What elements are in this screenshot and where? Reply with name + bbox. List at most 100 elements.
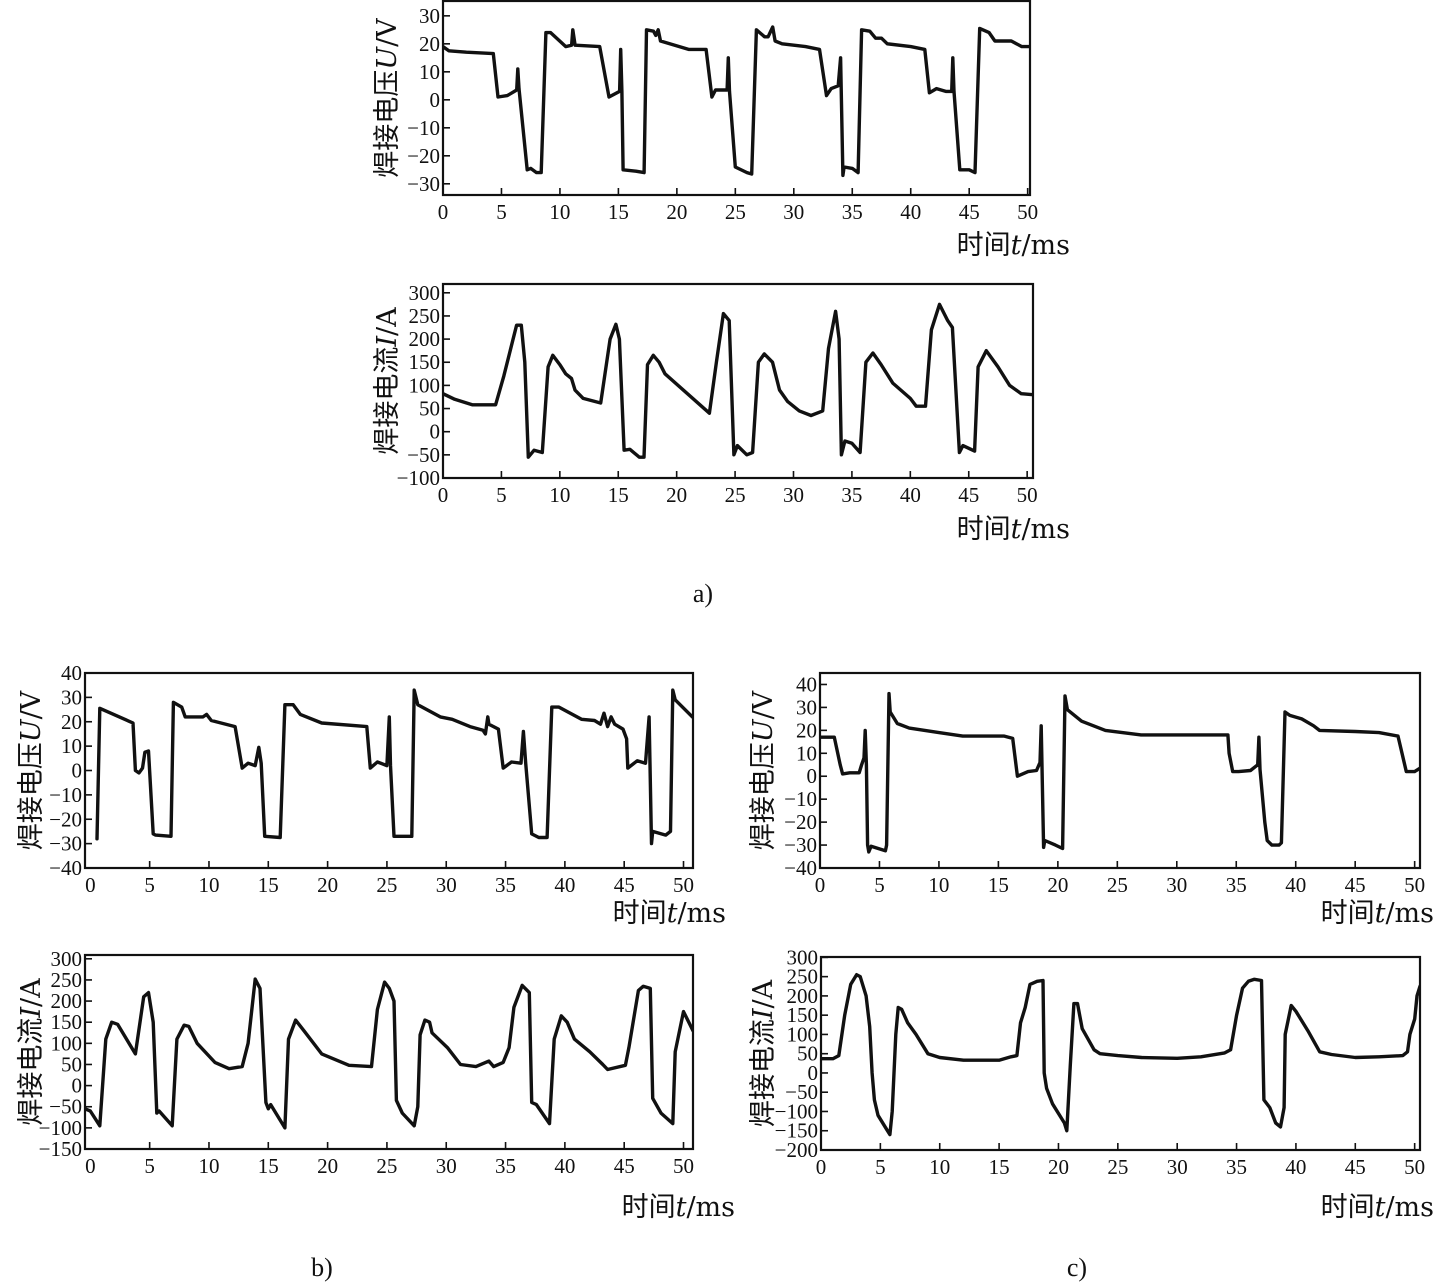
y-label-text: 焊接电流 xyxy=(16,1018,47,1126)
y-tick-label: 40 xyxy=(796,672,817,696)
y-tick-label: −10 xyxy=(407,116,440,140)
series-line-b-voltage xyxy=(95,688,693,846)
y-tick-label: 0 xyxy=(430,88,441,112)
x-tick-label: 45 xyxy=(958,483,979,507)
y-tick-label: −150 xyxy=(775,1119,818,1143)
x-label-unit: /ms xyxy=(1021,230,1070,261)
y-label-variable: U xyxy=(372,46,403,70)
y-tick-label: −100 xyxy=(39,1116,82,1140)
x-tick-label: 35 xyxy=(495,1154,516,1178)
y-tick-label: −40 xyxy=(49,856,82,880)
y-tick-label: −50 xyxy=(407,443,440,467)
x-tick-label: 0 xyxy=(816,1155,827,1179)
y-axis-label: 焊接电流I/A xyxy=(372,307,403,455)
y-tick-label: 50 xyxy=(61,1052,82,1076)
panel-c-voltage: 0 5 10 15 20 25 30 35 40 45 50403020100−10−20−30−4… xyxy=(748,671,1434,929)
x-tick-label: 15 xyxy=(988,873,1009,897)
y-tick-label: 200 xyxy=(409,327,441,351)
y-tick-label: 150 xyxy=(51,1010,83,1034)
x-tick-label: 35 xyxy=(841,483,862,507)
x-tick-label: 40 xyxy=(1285,1155,1306,1179)
x-label-text: 时间 xyxy=(1321,898,1375,929)
x-tick-label: 5 xyxy=(144,1154,155,1178)
y-tick-label: 300 xyxy=(787,945,819,969)
series-line-b-current xyxy=(85,977,693,1130)
x-tick-label: 0 xyxy=(438,483,449,507)
caption-b: b) xyxy=(311,1253,333,1282)
y-axis-label: 焊接电流I/A xyxy=(16,978,47,1126)
x-tick-label: 45 xyxy=(959,200,980,224)
y-tick-label: −100 xyxy=(775,1099,818,1123)
x-label-unit: /ms xyxy=(1021,514,1070,545)
x-tick-label: 10 xyxy=(549,483,570,507)
y-tick-label: 300 xyxy=(409,281,441,305)
panel-c-current: 0 5 10 15 20 25 30 35 40 45 50300250200150100500−5… xyxy=(748,945,1434,1223)
x-tick-label: 0 xyxy=(815,873,826,897)
x-tick-label: 40 xyxy=(900,200,921,224)
y-tick-label: 0 xyxy=(807,764,818,788)
y-tick-label: 0 xyxy=(72,1074,83,1098)
x-label-text: 时间 xyxy=(613,898,667,929)
y-tick-label: 20 xyxy=(61,710,82,734)
x-tick-label: 30 xyxy=(436,873,457,897)
y-label-variable: I xyxy=(16,1006,47,1019)
y-tick-label: 100 xyxy=(51,1031,83,1055)
y-tick-label: 10 xyxy=(419,60,440,84)
x-tick-label: 15 xyxy=(258,1154,279,1178)
x-tick-label: 20 xyxy=(666,200,687,224)
y-tick-label: 150 xyxy=(787,1003,819,1027)
y-label-unit: /V xyxy=(372,18,403,47)
plot-frame xyxy=(441,282,1035,480)
x-axis-label: 时间t/ms xyxy=(1321,898,1434,929)
y-tick-label: −150 xyxy=(39,1137,82,1161)
x-tick-label: 50 xyxy=(1404,1155,1425,1179)
y-label-text: 焊接电流 xyxy=(748,1019,779,1127)
x-tick-label: 5 xyxy=(875,1155,886,1179)
caption-c: c) xyxy=(1067,1253,1087,1282)
y-tick-label: 10 xyxy=(796,741,817,765)
x-tick-label: 25 xyxy=(725,200,746,224)
y-label-variable: U xyxy=(16,718,47,742)
x-tick-label: 45 xyxy=(614,1154,635,1178)
x-tick-label: 35 xyxy=(1226,1155,1247,1179)
x-tick-label: 10 xyxy=(198,1154,219,1178)
y-tick-label: 30 xyxy=(796,695,817,719)
x-tick-label: 5 xyxy=(496,200,507,224)
y-tick-label: 100 xyxy=(409,373,441,397)
y-tick-label: −20 xyxy=(49,807,82,831)
y-tick-label: −50 xyxy=(785,1080,818,1104)
plot-frame xyxy=(441,0,1032,197)
y-tick-label: 50 xyxy=(419,397,440,421)
y-label-unit: /A xyxy=(16,978,47,1007)
y-tick-label: −100 xyxy=(397,466,440,490)
y-label-unit: /V xyxy=(16,690,47,719)
y-tick-label: 150 xyxy=(409,350,441,374)
y-tick-label: −20 xyxy=(784,810,817,834)
y-tick-label: 0 xyxy=(72,759,83,783)
x-label-text: 时间 xyxy=(622,1192,676,1223)
x-label-unit: /ms xyxy=(686,1192,735,1223)
y-tick-label: −30 xyxy=(49,832,82,856)
x-tick-label: 45 xyxy=(1345,873,1366,897)
y-tick-label: 250 xyxy=(787,965,819,989)
y-tick-label: 0 xyxy=(430,420,441,444)
x-tick-label: 20 xyxy=(1048,1155,1069,1179)
y-label-unit: /A xyxy=(748,979,779,1008)
y-tick-label: 50 xyxy=(797,1042,818,1066)
y-axis-label: 焊接电压U/V xyxy=(372,18,403,178)
panel-b-voltage: 0 5 10 15 20 25 30 35 40 45 50403020100−10−20−30−4… xyxy=(16,661,726,929)
x-tick-label: 50 xyxy=(1017,200,1038,224)
x-tick-label: 5 xyxy=(144,873,155,897)
y-tick-label: 200 xyxy=(787,984,819,1008)
x-tick-label: 10 xyxy=(198,873,219,897)
y-label-unit: /V xyxy=(748,690,779,719)
x-label-variable: t xyxy=(667,898,678,929)
x-label-unit: /ms xyxy=(1385,1192,1434,1223)
x-tick-label: 30 xyxy=(783,200,804,224)
x-tick-label: 15 xyxy=(608,483,629,507)
plot-frame xyxy=(83,953,695,1151)
x-label-variable: t xyxy=(1375,898,1386,929)
x-tick-label: 25 xyxy=(1107,1155,1128,1179)
x-tick-label: 40 xyxy=(1285,873,1306,897)
y-label-text: 焊接电压 xyxy=(748,742,779,850)
